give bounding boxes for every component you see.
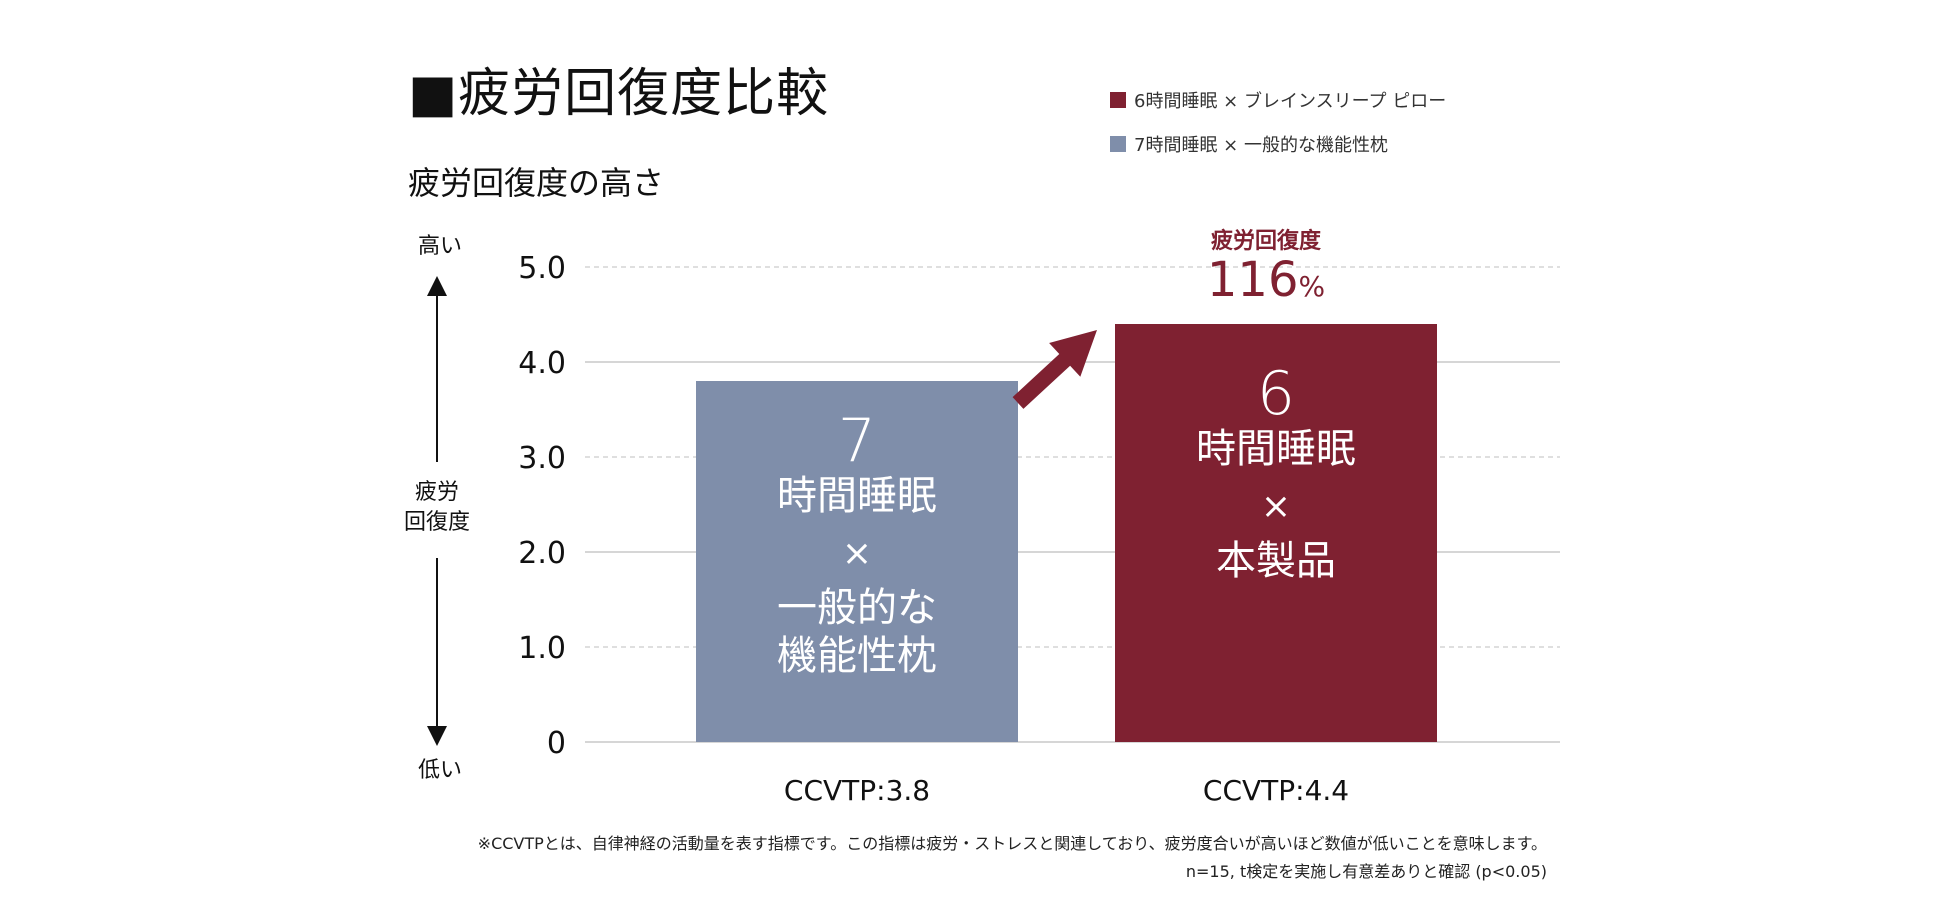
legend-swatch-pillow xyxy=(1110,92,1126,108)
category-label-0: CCVTP:3.8 xyxy=(784,774,930,807)
y-axis-title-line1: 疲労 xyxy=(414,480,459,505)
chart-title: ■疲労回復度比較 xyxy=(408,64,830,124)
y-tick-label-0: 0 xyxy=(547,726,566,761)
y-tick-label-4: 4.0 xyxy=(518,346,566,381)
bar-1 xyxy=(1115,324,1437,742)
bar-0-label-line-2: × xyxy=(842,533,872,574)
growth-annotation-number: 116 xyxy=(1207,252,1299,308)
bar-1-label-line-0: 6 xyxy=(1257,359,1295,429)
bar-0-label-line-1: 時間睡眠 xyxy=(777,473,937,519)
legend-swatch-regular xyxy=(1110,136,1126,152)
footnote-line1: ※CCVTPとは、自律神経の活動量を表す指標です。この指標は疲労・ストレスと関連… xyxy=(477,834,1547,853)
y-tick-label-2: 2.0 xyxy=(518,536,566,571)
legend-item-regular: 7時間睡眠 × 一般的な機能性枕 xyxy=(1110,122,1446,166)
y-axis-high-label: 高い xyxy=(417,234,462,259)
bar-0-label-line-3: 一般的な xyxy=(777,585,937,631)
footnote-line2: n=15, t検定を実施し有意差ありと確認 (p<0.05) xyxy=(1185,862,1547,881)
bar-1-label-line-2: × xyxy=(1261,486,1291,527)
legend-label-regular: 7時間睡眠 × 一般的な機能性枕 xyxy=(1134,135,1388,156)
bar-1-label-line-1: 時間睡眠 xyxy=(1196,426,1356,472)
legend-label-pillow: 6時間睡眠 × ブレインスリープ ピロー xyxy=(1134,91,1447,112)
bar-1-label-line-3: 本製品 xyxy=(1216,538,1336,584)
y-axis-title-line2: 回復度 xyxy=(403,510,470,535)
bar-0-label-line-0: 7 xyxy=(838,406,876,476)
y-tick-label-3: 3.0 xyxy=(518,441,566,476)
y-axis-low-label: 低い xyxy=(417,758,462,783)
chart-subtitle: 疲労回復度の高さ xyxy=(408,164,665,202)
bar-0-label-line-4: 機能性枕 xyxy=(777,633,937,679)
growth-annotation-label: 疲労回復度 xyxy=(1211,228,1322,254)
growth-annotation-unit: % xyxy=(1299,270,1326,303)
category-label-1: CCVTP:4.4 xyxy=(1203,774,1349,807)
growth-annotation-value: 116% xyxy=(1207,252,1325,308)
y-axis-title: 疲労 回復度 xyxy=(392,478,482,538)
y-tick-label-5: 5.0 xyxy=(518,251,566,286)
growth-arrow xyxy=(1012,330,1097,409)
bar-0 xyxy=(696,381,1018,742)
legend: 6時間睡眠 × ブレインスリープ ピロー 7時間睡眠 × 一般的な機能性枕 xyxy=(1110,78,1446,166)
y-tick-label-1: 1.0 xyxy=(518,631,566,666)
legend-item-pillow: 6時間睡眠 × ブレインスリープ ピロー xyxy=(1110,78,1446,122)
footnote: ※CCVTPとは、自律神経の活動量を表す指標です。この指標は疲労・ストレスと関連… xyxy=(478,830,1547,886)
